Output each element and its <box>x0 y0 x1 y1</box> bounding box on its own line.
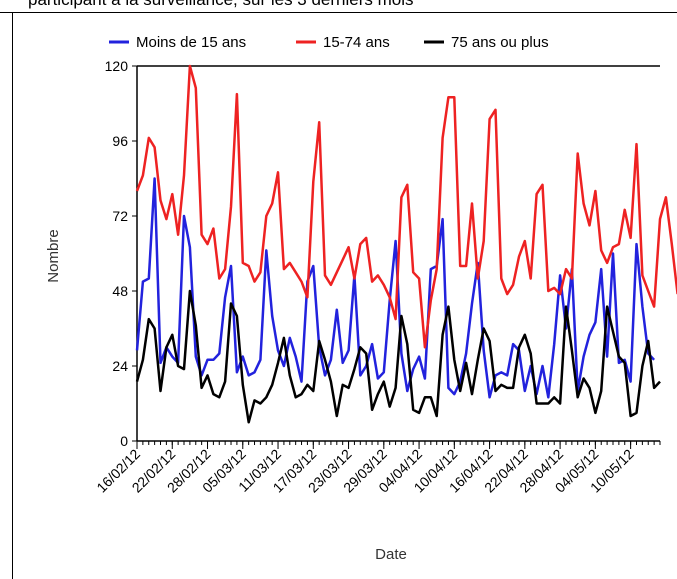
y-axis-title: Nombre <box>45 229 62 282</box>
y-tick-label: 96 <box>112 133 128 149</box>
legend-label-3: 75 ans ou plus <box>451 34 549 51</box>
frame-left-border <box>12 12 13 579</box>
y-tick-label: 0 <box>120 433 128 449</box>
y-tick-label: 48 <box>112 283 128 299</box>
page-title: participant à la surveillance, sur les 3… <box>28 0 414 10</box>
series-line-3 <box>135 289 661 424</box>
series-line-2 <box>135 64 677 349</box>
legend-label-2: 15-74 ans <box>323 34 390 51</box>
y-tick-label: 120 <box>105 58 129 74</box>
x-axis-title: Date <box>375 546 407 563</box>
y-tick-label: 24 <box>112 358 128 374</box>
series-line-1 <box>135 177 656 399</box>
legend-label-1: Moins de 15 ans <box>136 34 246 51</box>
y-tick-label: 72 <box>112 208 128 224</box>
title-frame: participant à la surveillance, sur les 3… <box>0 0 677 13</box>
